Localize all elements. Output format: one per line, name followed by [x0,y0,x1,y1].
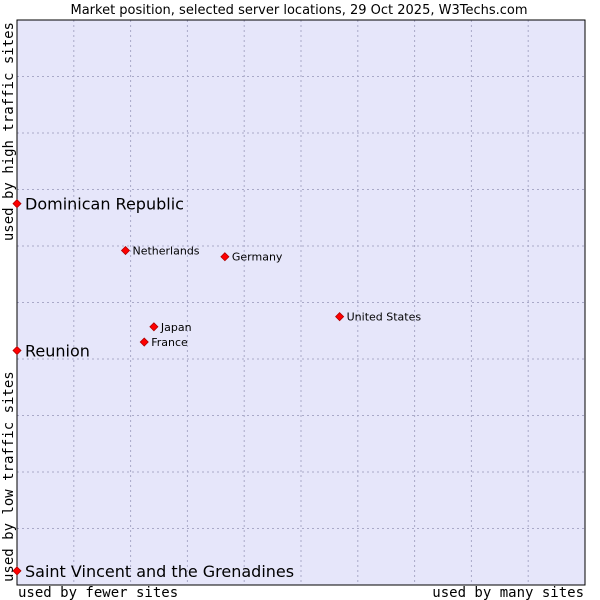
point-label-dominican-republic: Dominican Republic [25,195,184,214]
point-marker-netherlands [120,245,131,256]
point-marker-saint-vincent-and-the-grenadines [12,566,22,576]
point-marker-france [139,337,149,347]
point-label-france: France [151,336,188,349]
point-label-germany: Germany [232,251,283,264]
gridlines [17,20,585,585]
x-axis-label-left: used by fewer sites [18,585,178,600]
point-label-netherlands: Netherlands [132,245,199,258]
point-label-japan: Japan [160,321,192,334]
point-marker-dominican-republic [12,199,22,209]
point-marker-japan [149,322,159,332]
point-label-united-states: United States [347,311,422,324]
point-label-saint-vincent-and-the-grenadines: Saint Vincent and the Grenadines [25,562,294,581]
data-points: Dominican Republic Reunion Saint Vincent a… [12,195,422,581]
point-marker-reunion [12,345,22,356]
point-marker-united-states [335,312,345,322]
x-axis-label-right: used by many sites [432,585,584,600]
plot-frame [16,19,586,586]
point-label-reunion: Reunion [25,342,90,361]
y-axis-label-top: used by high traffic sites [1,22,17,241]
chart-title: Market position, selected server locatio… [70,3,527,18]
y-axis-label-bottom: used by low traffic sites [1,371,17,582]
point-marker-germany [220,252,230,262]
